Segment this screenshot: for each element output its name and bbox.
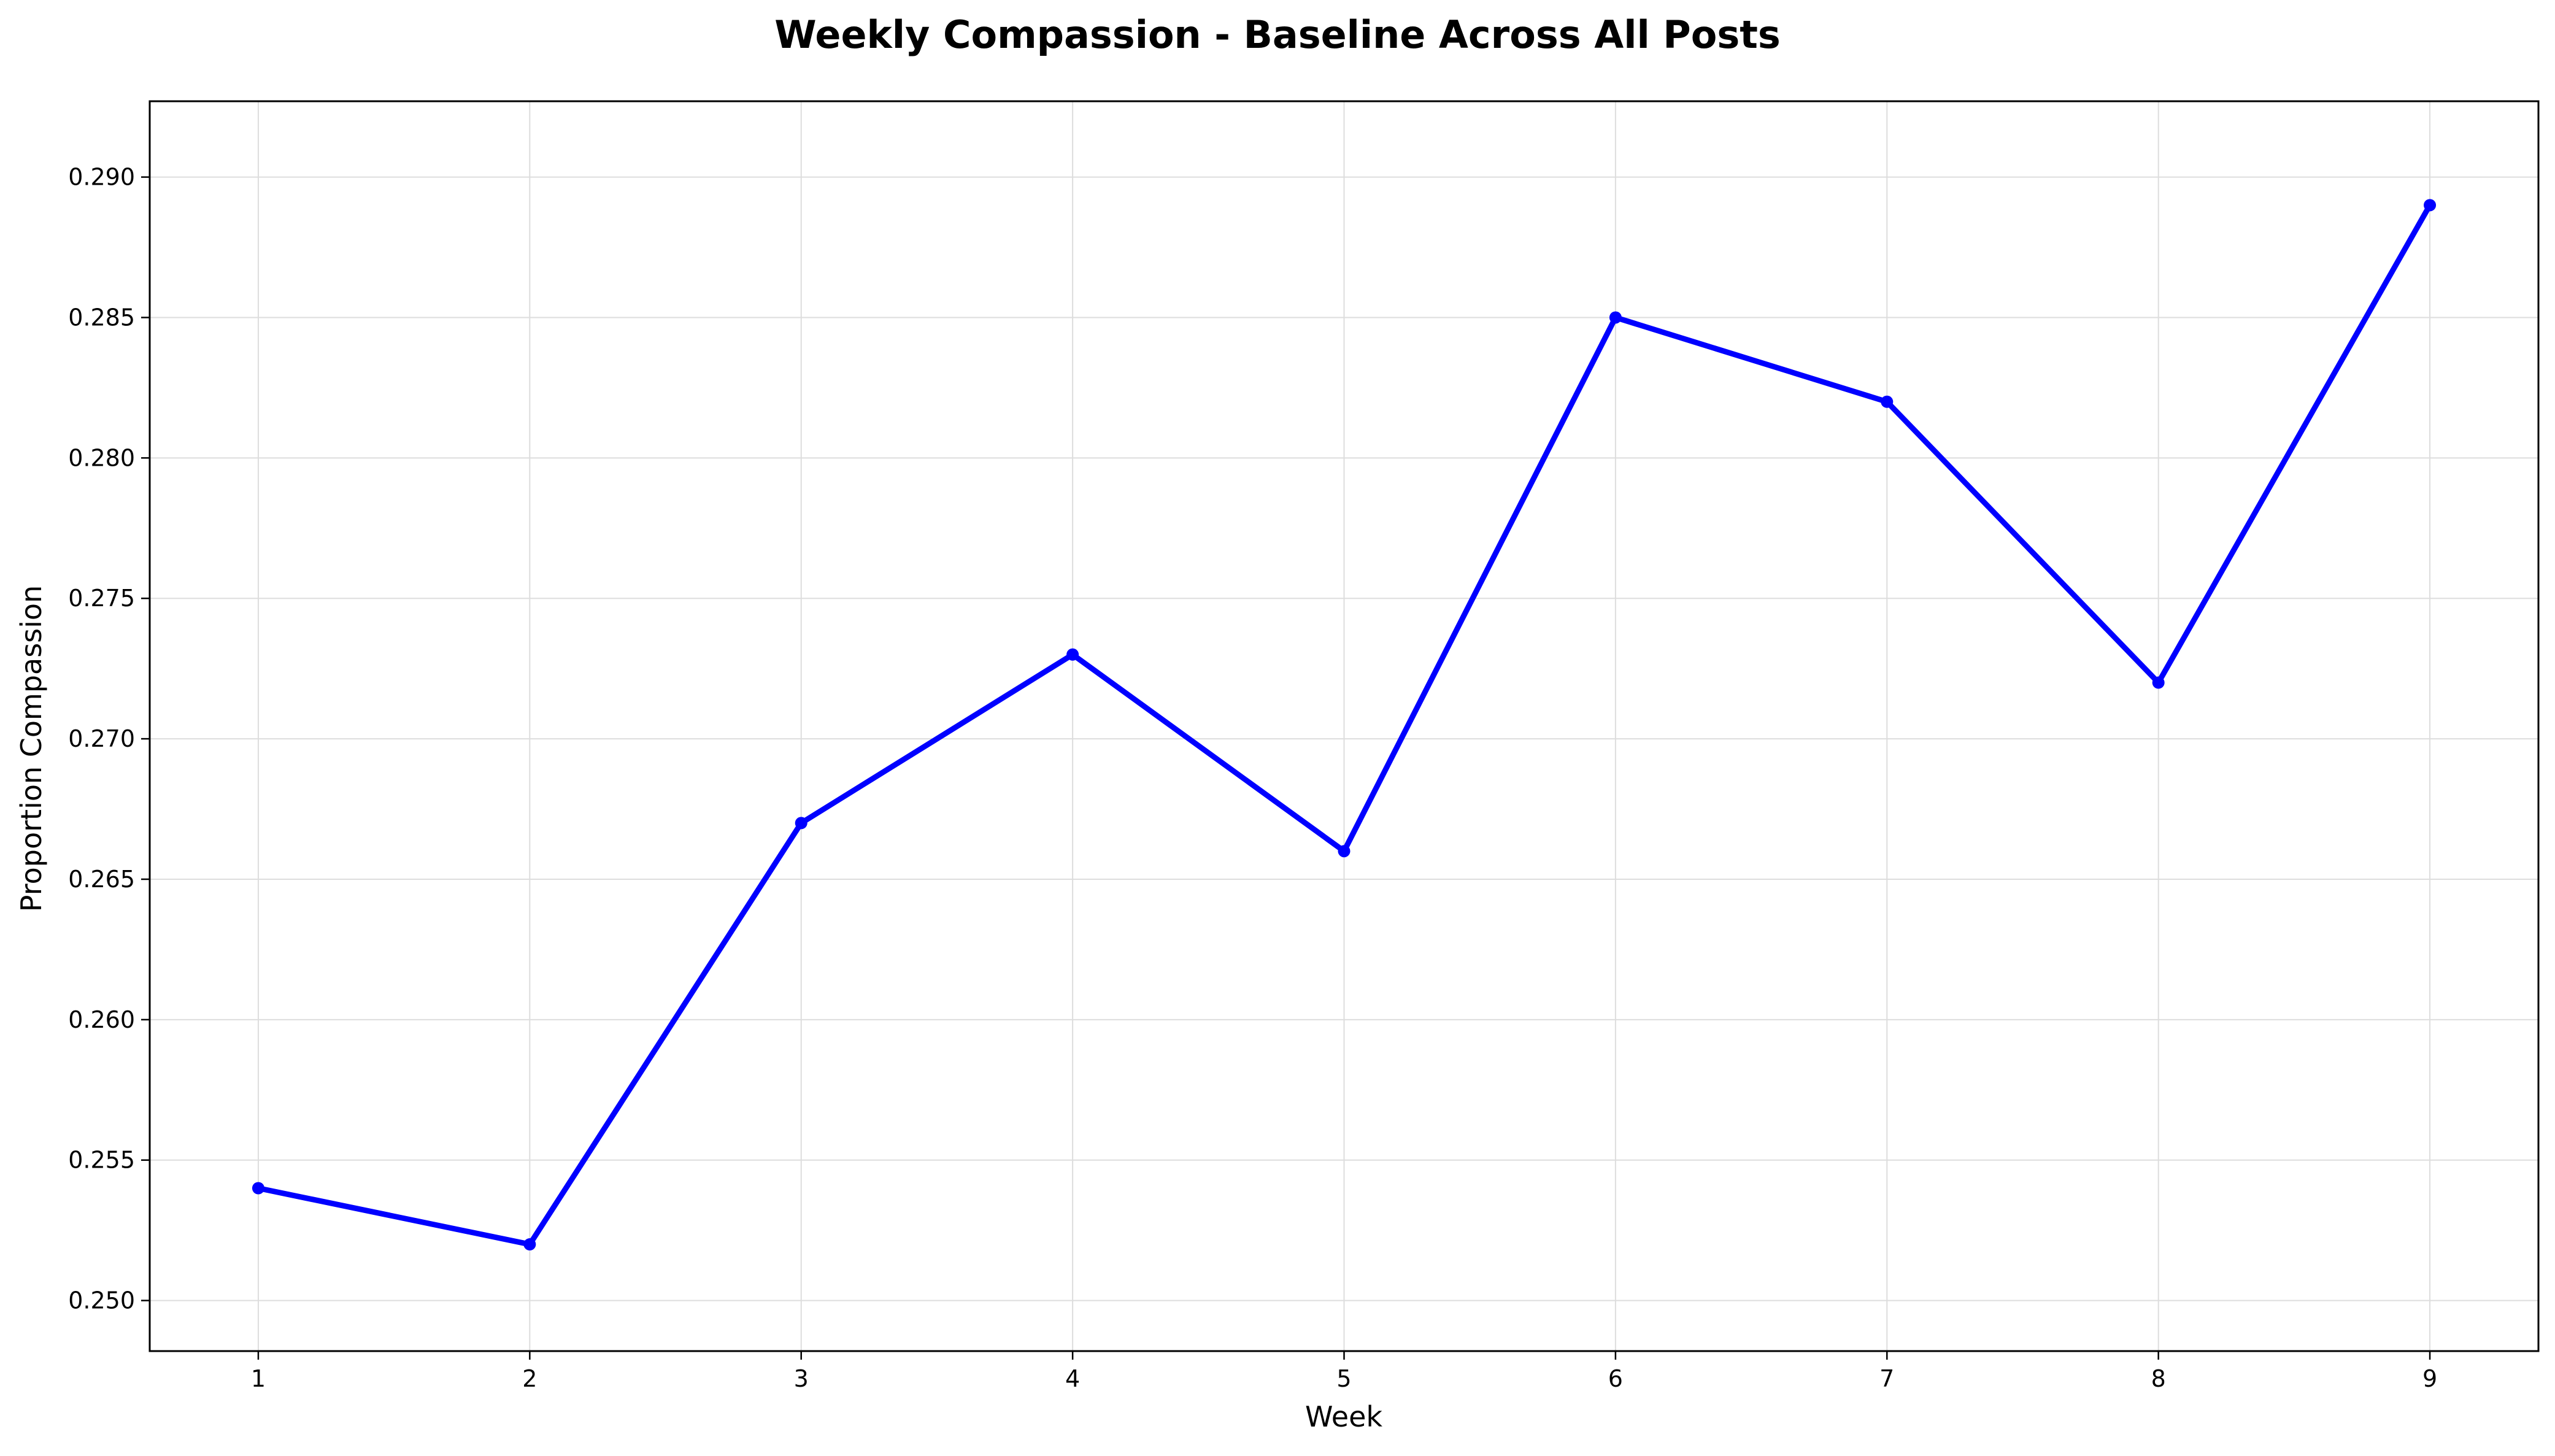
data-point — [795, 817, 807, 830]
x-tick-label: 3 — [794, 1365, 809, 1392]
y-tick-label: 0.270 — [68, 725, 135, 752]
y-tick-label: 0.285 — [68, 304, 135, 331]
data-point — [252, 1182, 264, 1195]
plot-frame — [148, 100, 2540, 1352]
data-point — [1881, 395, 1894, 408]
x-tick-label: 9 — [2422, 1365, 2437, 1392]
data-point — [2152, 676, 2165, 689]
x-axis-label: Week — [1305, 1400, 1382, 1433]
x-tick-label: 4 — [1065, 1365, 1080, 1392]
y-tick-label: 0.280 — [68, 444, 135, 471]
y-tick-label: 0.260 — [68, 1006, 135, 1033]
x-tick-label: 5 — [1336, 1365, 1351, 1392]
data-point — [523, 1238, 536, 1251]
x-tick-label: 7 — [1879, 1365, 1894, 1392]
data-point — [2424, 199, 2437, 212]
y-tick-label: 0.255 — [68, 1147, 135, 1174]
data-point — [1609, 311, 1622, 324]
x-tick-label: 1 — [251, 1365, 266, 1392]
x-tick-label: 8 — [2151, 1365, 2166, 1392]
series-layer — [252, 199, 2437, 1251]
x-tick-label: 6 — [1608, 1365, 1623, 1392]
chart-title: Weekly Compassion - Baseline Across All … — [774, 12, 1781, 57]
y-tick-label: 0.290 — [68, 164, 135, 191]
x-axis-ticks: 1 2 3 4 5 6 7 8 9 — [251, 1351, 2437, 1392]
x-tick-label: 2 — [522, 1365, 537, 1392]
y-axis-ticks: 0.250 0.255 0.260 0.265 0.270 0.275 0.280 0.285… — [68, 164, 150, 1314]
y-axis-label: Proportion Compassion — [15, 585, 48, 912]
data-point — [1066, 648, 1079, 661]
data-point — [1338, 845, 1351, 858]
y-tick-label: 0.265 — [68, 866, 135, 893]
y-tick-label: 0.250 — [68, 1287, 135, 1314]
grid-lines — [150, 101, 2538, 1351]
y-tick-label: 0.275 — [68, 585, 135, 612]
